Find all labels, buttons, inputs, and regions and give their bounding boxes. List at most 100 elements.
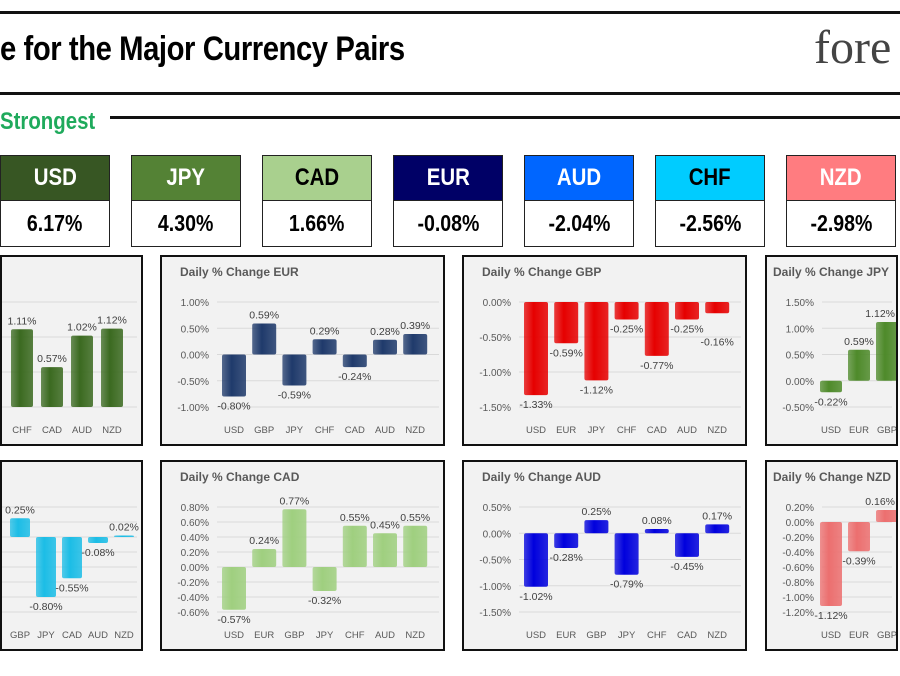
bar-nzd [403,334,428,355]
x-category-label: JPY [316,630,334,641]
y-tick-label: -0.50% [479,556,511,567]
currency-code-text: CHF [689,164,731,191]
chart-title: Daily % Change NZD [773,470,892,484]
data-label: 0.17% [702,510,732,522]
data-label: 0.55% [400,512,430,524]
x-category-label: CHF [345,630,365,641]
currency-code: CHF [656,156,764,201]
data-label: 0.08% [642,515,672,527]
data-label: 0.25% [582,506,612,518]
chart-title: Daily % Change JPY [773,265,890,279]
y-tick-label: -0.50% [479,333,511,344]
currency-change-text: 4.30% [158,210,214,236]
currency-box-cad: CAD 1.66% [262,155,372,247]
chart-plot: CHF CAD AUD NZD 1.11% 0.57% 1.02%1.12% [2,301,137,436]
bar-gbp [876,321,896,381]
chart-chf: GBP JPY CAD AUD NZD 0.25% -0.80% -0.55% -0.08% 0.… [0,460,143,651]
bar-cad [644,302,669,356]
chart-title: Daily % Change GBP [482,265,602,279]
data-label: 1.02% [67,322,97,334]
currency-change: -0.08% [394,201,502,246]
x-category-label: CHF [315,425,335,436]
bar-eur [252,549,277,567]
data-label: -0.16% [701,337,734,349]
bar-chf [644,529,669,534]
data-label: 0.55% [340,512,370,524]
bar-chf [342,525,367,567]
data-label: 0.24% [249,535,279,547]
y-tick-label: 0.20% [786,503,814,514]
y-tick-label: -0.50% [782,403,814,414]
bar-nzd [101,328,123,407]
header-top-rule [0,11,900,14]
chart-eur: Daily % Change EUR -1.00% -0.50% 0.00% 0.50%… [160,255,445,446]
x-category-label: CAD [677,630,697,641]
data-label: -0.45% [670,561,703,573]
y-tick-label: 0.00% [786,377,814,388]
currency-code: CAD [263,156,371,201]
currency-code-text: CAD [294,164,340,191]
chart-usd: CHF CAD AUD NZD 1.11% 0.57% 1.02% 1.12% [0,255,143,446]
y-tick-label: 0.00% [181,351,209,362]
x-category-label: EUR [556,630,576,641]
x-category-label: GBP [10,630,30,641]
bar-aud [373,533,397,567]
bar-cad [675,533,699,557]
y-tick-label: -1.00% [479,582,511,593]
x-category-label: EUR [556,425,576,436]
x-category-label: AUD [677,425,697,436]
chart-nzd: Daily % Change NZD -1.20% -1.00% -0.80% -0.6… [765,460,898,651]
bar-aud [675,302,699,320]
chart-jpy: Daily % Change JPY -0.50% 0.00% 0.50% 1.00% 1… [765,255,898,446]
data-label: -0.28% [550,552,583,564]
y-tick-label: 0.00% [483,529,511,540]
x-category-label: CAD [345,425,365,436]
page-title: e for the Major Currency Pairs [0,30,405,68]
y-tick-label: -0.20% [177,578,209,589]
chart-gbp: Daily % Change GBP -1.50% -1.00% -0.50% 0.00… [462,255,747,446]
chart-title: Daily % Change CAD [180,470,300,484]
bar-eur [554,533,579,548]
chart-title: Daily % Change EUR [180,265,299,279]
data-label: -0.22% [814,396,847,408]
data-label: -0.80% [29,601,62,613]
data-label: -0.24% [338,371,371,383]
x-category-label: NZD [102,425,122,436]
chart-plot: -1.20% -1.00% -0.80% -0.60% -0.40% -0.20% 0.00… [782,496,896,641]
currency-code: AUD [525,156,633,201]
bar-chf [614,302,639,320]
y-tick-label: 1.00% [181,298,209,309]
x-category-label: GBP [877,630,896,641]
currency-change-text: 1.66% [289,210,345,236]
x-category-label: USD [224,630,244,641]
y-tick-label: 0.50% [483,503,511,514]
currency-change: -2.98% [787,201,895,246]
currency-box-jpy: JPY 4.30% [131,155,241,247]
currency-code-text: NZD [820,164,862,191]
chart-cad: Daily % Change CAD -0.60% -0.40% -0.20% 0.00… [160,460,445,651]
data-label: 0.25% [5,504,35,516]
bar-jpy [614,533,639,575]
y-tick-label: 0.50% [181,324,209,335]
bar-nzd [403,525,428,567]
bar-cad [62,537,82,579]
data-label: -0.32% [308,595,341,607]
data-label: -1.12% [814,610,847,622]
currency-code-text: AUD [556,164,602,191]
y-tick-label: -0.60% [782,563,814,574]
bar-nzd [705,524,730,534]
data-label: 1.12% [865,308,895,320]
y-tick-label: -1.00% [782,593,814,604]
x-category-label: NZD [405,425,425,436]
x-category-label: JPY [588,425,606,436]
y-tick-label: 1.00% [786,324,814,335]
bar-usd [222,567,246,610]
strongest-label: Strongest [0,108,96,135]
bar-usd [524,533,548,587]
chart-plot: -0.50% 0.00% 0.50% 1.00% 1.50% USD EUR GBP -0.22… [782,298,896,436]
y-tick-label: -0.40% [177,593,209,604]
currency-change-text: -0.08% [417,210,479,236]
x-category-label: JPY [618,630,636,641]
currency-change: -2.04% [525,201,633,246]
data-label: 0.77% [280,495,310,507]
